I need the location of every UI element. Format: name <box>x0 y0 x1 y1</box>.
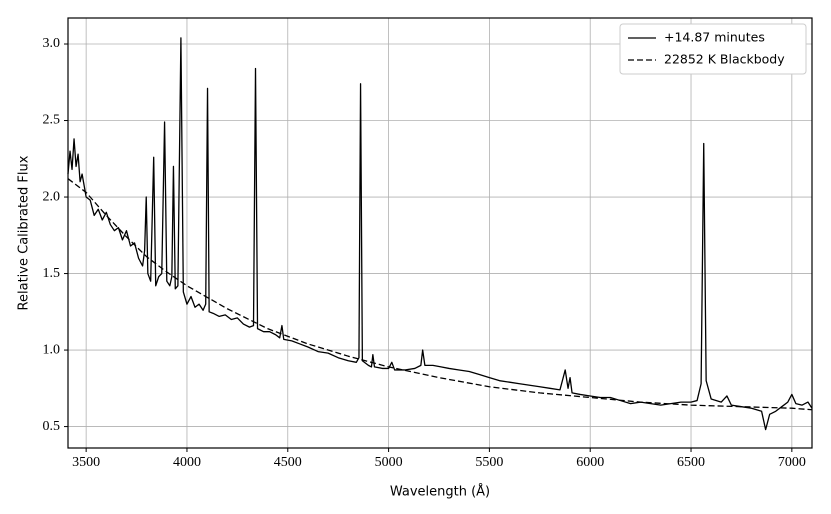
legend-label: 22852 K Blackbody <box>664 52 785 67</box>
y-tick-label: 3.0 <box>43 36 61 51</box>
y-tick-label: 2.5 <box>43 113 61 128</box>
y-tick-label: 0.5 <box>43 419 61 434</box>
x-tick-label: 4000 <box>173 455 201 470</box>
y-tick-label: 1.0 <box>43 342 61 357</box>
x-tick-label: 6000 <box>576 455 604 470</box>
y-tick-label: 1.5 <box>43 266 61 281</box>
x-tick-label: 6500 <box>677 455 705 470</box>
x-tick-label: 5500 <box>475 455 503 470</box>
x-tick-label: 4500 <box>274 455 302 470</box>
plot-frame <box>67 17 813 449</box>
series-line <box>67 178 813 411</box>
legend-box <box>619 23 807 75</box>
x-tick-label: 3500 <box>72 455 100 470</box>
y-tick-label: 2.0 <box>43 189 61 204</box>
x-axis-label: Wavelength (Å) <box>390 484 490 500</box>
legend-label: +14.87 minutes <box>664 30 765 45</box>
y-axis-label: Relative Calibrated Flux <box>17 155 32 310</box>
x-tick-label: 7000 <box>778 455 806 470</box>
x-tick-label: 5000 <box>375 455 403 470</box>
series-line <box>67 37 813 431</box>
